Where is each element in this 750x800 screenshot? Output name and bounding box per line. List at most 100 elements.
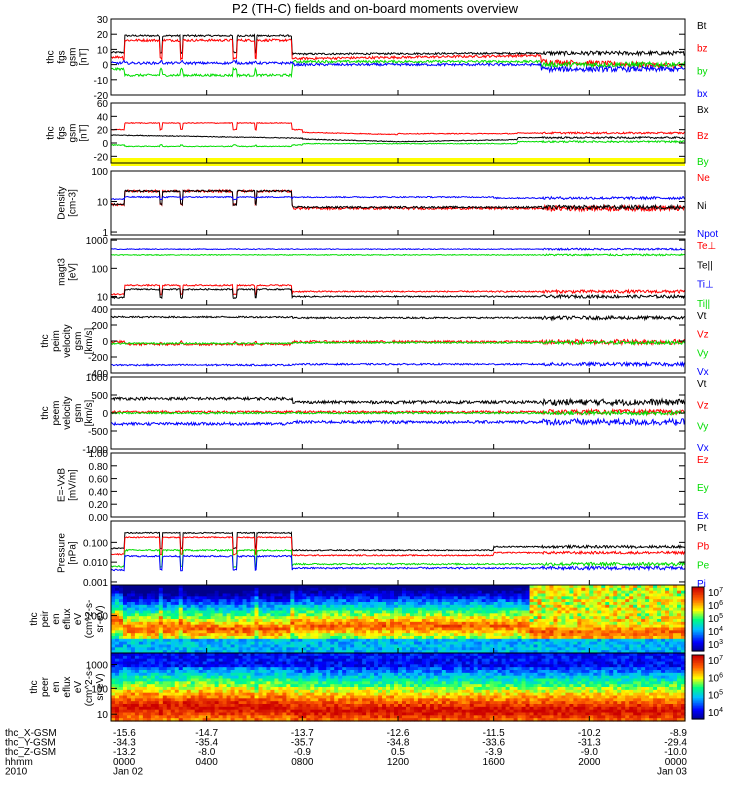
spectrogram-cell xyxy=(134,689,140,694)
spectrogram-cell xyxy=(190,587,196,592)
spectrogram-cell xyxy=(138,695,144,699)
spectrogram-cell xyxy=(449,650,455,654)
spectrogram-cell xyxy=(122,692,128,697)
spectrogram-cell xyxy=(182,633,188,637)
spectrogram-cell xyxy=(138,653,144,657)
spectrogram-cell xyxy=(390,613,395,617)
spectrogram-cell xyxy=(166,633,172,637)
spectrogram-cell xyxy=(150,704,156,708)
spectrogram-cell xyxy=(306,596,311,600)
spectrogram-cell xyxy=(513,596,519,600)
spectrogram-cell xyxy=(278,630,284,634)
spectrogram-cell xyxy=(210,596,216,600)
spectrogram-cell xyxy=(625,619,630,623)
spectrogram-cell xyxy=(186,607,192,612)
spectrogram-cell xyxy=(461,587,467,592)
spectrogram-cell xyxy=(146,655,152,660)
spectrogram-cell xyxy=(250,630,256,634)
spectrogram-cell xyxy=(182,684,188,688)
spectrogram-cell xyxy=(569,638,574,643)
y-tick-label: 0.80 xyxy=(89,462,109,473)
spectrogram-cell xyxy=(334,607,339,612)
spectrogram-cell xyxy=(258,698,264,702)
spectrogram-cell xyxy=(222,602,228,606)
spectrogram-cell xyxy=(111,706,116,711)
spectrogram-cell xyxy=(122,619,128,623)
spectrogram-cell xyxy=(154,687,160,691)
spectrogram-cell xyxy=(198,698,204,702)
spectrogram-cell xyxy=(433,587,439,592)
spectrogram-cell xyxy=(641,610,646,614)
spectrogram-cell xyxy=(409,602,415,606)
y-tick-label: 10 xyxy=(97,293,109,304)
spectrogram-cell xyxy=(645,644,650,648)
spectrogram-cell xyxy=(298,610,303,614)
spectrogram-cell xyxy=(282,636,287,640)
spectrogram-cell xyxy=(394,596,399,600)
spectrogram-cell xyxy=(178,602,184,606)
spectrogram-cell xyxy=(182,599,188,603)
spectrogram-cell xyxy=(525,616,531,620)
spectrogram-cell xyxy=(174,695,180,699)
spectrogram-cell xyxy=(577,633,582,637)
spectrogram-cell xyxy=(322,619,327,623)
spectrogram-cell xyxy=(378,585,383,589)
spectrogram-cell xyxy=(330,607,335,612)
spectrogram-cell xyxy=(242,709,248,714)
spectrogram-cell xyxy=(557,647,563,651)
spectrogram-cell xyxy=(282,621,287,626)
spectrogram-cell xyxy=(262,678,268,682)
spectrogram-cell xyxy=(214,621,220,626)
spectrogram-cell xyxy=(282,655,287,660)
spectrogram-cell xyxy=(258,689,264,694)
spectrogram-cell xyxy=(449,644,455,648)
spectrogram-cell xyxy=(573,587,578,592)
spectrogram-cell xyxy=(266,695,272,699)
spectrogram-cell xyxy=(421,627,427,631)
spectrogram-cell xyxy=(641,590,646,595)
spectrogram-cell xyxy=(445,619,451,623)
spectrogram-cell xyxy=(390,596,395,600)
spectrogram-cell xyxy=(230,650,236,654)
spectrogram-cell xyxy=(513,599,519,603)
series-line-temp_te_par xyxy=(110,286,686,300)
spectrogram-cell xyxy=(669,621,674,626)
spectrogram-cell xyxy=(126,647,132,651)
spectrogram-cell xyxy=(358,599,363,603)
spectrogram-cell xyxy=(374,636,379,640)
spectrogram-cell xyxy=(266,630,272,634)
spectrogram-cell xyxy=(134,684,140,688)
spectrogram-cell xyxy=(437,585,443,589)
spectrogram-cell xyxy=(286,590,291,595)
spectrogram-cell xyxy=(162,596,168,600)
spectrogram-cell xyxy=(142,619,148,623)
spectrogram-cell xyxy=(194,587,200,592)
spectrogram-cell xyxy=(429,633,435,637)
spectrogram-cell xyxy=(178,706,184,711)
spectrogram-cell xyxy=(218,590,224,595)
spectrogram-cell xyxy=(142,647,148,651)
spectrogram-cell xyxy=(234,684,240,688)
spectrogram-cell xyxy=(146,624,152,629)
spectrogram-cell xyxy=(605,641,610,646)
spectrogram-cell xyxy=(218,661,224,665)
spectrogram-cell xyxy=(282,661,287,665)
spectrogram-cell xyxy=(394,613,399,617)
spectrogram-cell xyxy=(334,602,339,606)
spectrogram-cell xyxy=(154,650,160,654)
spectrogram-cell xyxy=(150,692,156,697)
spectrogram-cell xyxy=(382,602,387,606)
spectrogram-cell xyxy=(286,638,291,643)
spectrogram-cell xyxy=(629,644,634,648)
spectrogram-cell xyxy=(661,647,666,651)
spectrogram-cell xyxy=(158,698,164,702)
spectrogram-cell xyxy=(206,655,212,660)
spectrogram-cell xyxy=(258,687,264,691)
spectrogram-cell xyxy=(509,593,515,597)
spectrogram-cell xyxy=(409,644,415,648)
spectrogram-cell xyxy=(637,621,642,626)
series-line-field_bx2 xyxy=(110,134,686,143)
spectrogram-cell xyxy=(306,655,311,660)
spectrogram-cell xyxy=(202,692,208,697)
